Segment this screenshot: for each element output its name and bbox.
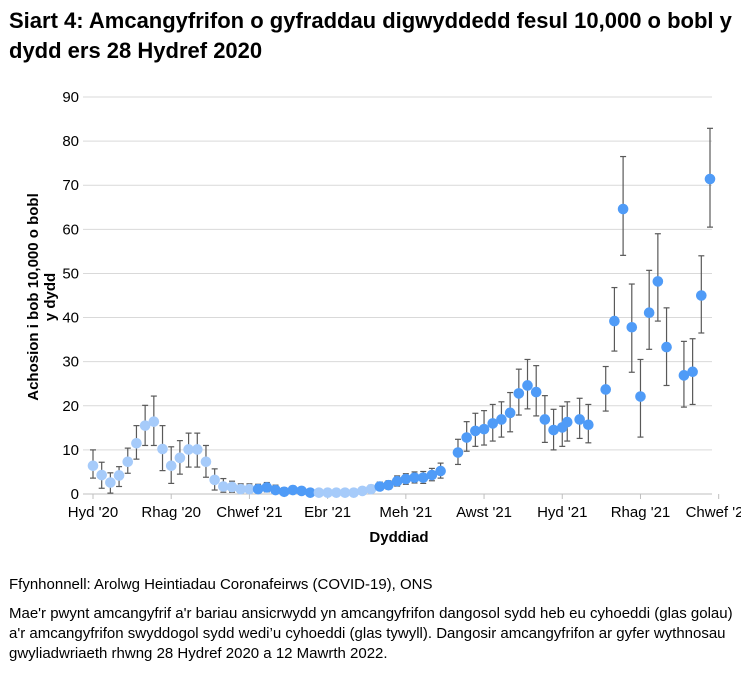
data-point xyxy=(400,473,412,485)
y-tick-label: 10 xyxy=(62,442,79,459)
incidence-chart: 0 10 20 30 40 50 60 70 80 90 Hyd '20 Rhag '20 Chwef… xyxy=(25,89,741,546)
chart-title: Siart 4: Amcangyfrifon o gyfraddau digwy… xyxy=(9,8,732,63)
data-point xyxy=(313,487,325,498)
data-point xyxy=(522,380,533,391)
y-tick-label: 30 xyxy=(62,354,79,371)
data-point xyxy=(174,452,186,464)
data-point xyxy=(304,487,316,498)
data-point xyxy=(157,443,168,455)
y-tick-label: 0 xyxy=(71,486,79,503)
data-point xyxy=(357,485,368,497)
data-point xyxy=(461,432,472,443)
x-tick-label: Rhag '20 xyxy=(141,504,201,521)
x-tick-label: Awst '21 xyxy=(456,504,512,521)
data-point xyxy=(165,460,177,472)
x-axis-label: Dyddiad xyxy=(369,529,428,546)
data-point xyxy=(339,487,351,498)
data-point xyxy=(148,416,160,427)
data-point xyxy=(235,483,247,495)
data-point xyxy=(139,420,151,431)
data-point xyxy=(470,425,481,437)
data-points xyxy=(87,173,716,498)
data-point xyxy=(626,321,638,333)
error-bars xyxy=(90,127,713,495)
data-point xyxy=(478,423,490,435)
footnote: Mae'r pwynt amcangyfrif a'r bariau ansic… xyxy=(9,605,733,662)
data-point xyxy=(643,307,655,319)
y-axis-label-line2: y dydd xyxy=(42,273,59,321)
data-point xyxy=(609,315,620,327)
data-point xyxy=(583,419,594,431)
data-point xyxy=(113,470,125,481)
x-tick-label: Meh '21 xyxy=(379,504,432,521)
data-point xyxy=(539,414,551,425)
data-point xyxy=(365,483,377,495)
y-tick-label: 40 xyxy=(62,310,79,327)
data-point xyxy=(687,366,698,378)
data-point xyxy=(287,484,299,496)
data-point xyxy=(374,481,386,492)
y-tick-label: 80 xyxy=(62,133,79,150)
data-point xyxy=(678,370,690,381)
data-point xyxy=(409,472,420,483)
x-tick-label: Chwef '21 xyxy=(216,504,282,521)
data-point xyxy=(383,479,394,491)
data-point xyxy=(278,486,290,498)
data-point xyxy=(600,384,612,395)
data-point xyxy=(131,437,142,449)
y-tick-label: 20 xyxy=(62,398,79,415)
data-point xyxy=(496,414,507,425)
x-tick-label: Chwef '22 xyxy=(686,504,741,521)
data-point xyxy=(209,474,220,486)
data-point xyxy=(617,203,629,215)
data-point xyxy=(391,475,403,487)
data-point xyxy=(661,341,672,353)
data-point xyxy=(635,391,646,402)
data-point xyxy=(331,487,342,498)
data-point xyxy=(261,482,273,493)
x-axis: Hyd '20 Rhag '20 Chwef '21 Ebr '21 Meh '21 Aw… xyxy=(68,494,741,521)
data-point xyxy=(296,485,307,497)
data-point xyxy=(348,487,360,498)
data-point xyxy=(105,477,116,488)
data-point xyxy=(574,414,585,425)
gridlines xyxy=(83,96,712,495)
data-point xyxy=(426,469,438,481)
data-point xyxy=(696,290,707,301)
data-point xyxy=(244,483,255,495)
data-point xyxy=(218,481,229,492)
y-tick-labels: 0 10 20 30 40 50 60 70 80 90 xyxy=(62,89,79,503)
data-point xyxy=(122,456,134,468)
data-point xyxy=(270,484,281,496)
x-tick-label: Rhag '21 xyxy=(611,504,671,521)
data-point xyxy=(513,388,525,399)
x-tick-label: Hyd '21 xyxy=(537,504,587,521)
data-point xyxy=(561,416,573,428)
data-point xyxy=(417,472,429,483)
data-point xyxy=(200,456,212,468)
x-tick-label: Hyd '20 xyxy=(68,504,118,521)
data-point xyxy=(226,481,238,493)
data-point xyxy=(87,460,99,472)
data-point xyxy=(504,407,516,419)
y-axis-label-line1: Achosion i bob 10,000 o bobl xyxy=(25,193,42,401)
data-point xyxy=(96,469,107,481)
data-point xyxy=(191,444,203,455)
y-tick-label: 60 xyxy=(62,221,79,238)
data-point xyxy=(322,487,333,498)
y-tick-label: 70 xyxy=(62,177,79,194)
y-tick-label: 50 xyxy=(62,265,79,282)
data-point xyxy=(548,424,559,436)
data-point xyxy=(183,444,194,455)
data-point xyxy=(452,447,464,458)
data-point xyxy=(487,418,499,429)
data-point xyxy=(652,276,664,287)
data-point xyxy=(252,483,264,495)
data-point xyxy=(704,173,716,185)
x-tick-label: Ebr '21 xyxy=(304,504,351,521)
data-point xyxy=(530,386,542,398)
data-point xyxy=(435,465,446,477)
source-text: Ffynhonnell: Arolwg Heintiadau Coronafei… xyxy=(9,576,433,593)
y-tick-label: 90 xyxy=(62,89,79,106)
